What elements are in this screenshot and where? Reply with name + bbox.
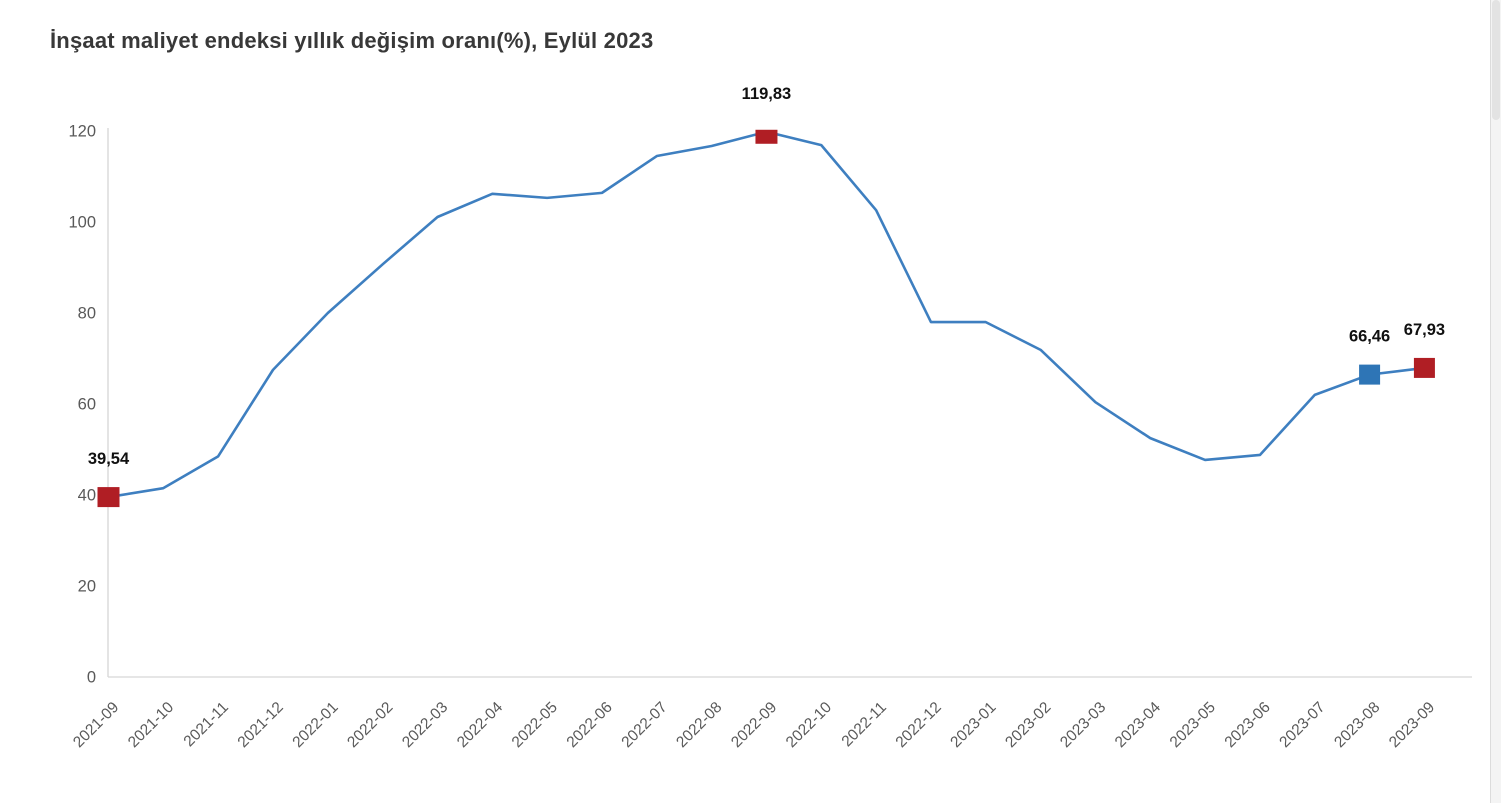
- x-tick-label: 2022-05: [509, 699, 561, 751]
- scrollbar-thumb[interactable]: [1492, 0, 1500, 120]
- x-tick-label: 2023-07: [1276, 699, 1328, 751]
- x-tick-label: 2021-09: [70, 699, 122, 751]
- data-point-marker-2021-09: [97, 487, 120, 508]
- x-tick-label: 2021-10: [125, 699, 178, 752]
- data-line: [107, 130, 1426, 499]
- x-tick-label: 2023-03: [1057, 699, 1109, 751]
- y-tick-label: 0: [87, 669, 96, 687]
- x-tick-label: 2022-03: [399, 699, 451, 751]
- x-tick-label: 2022-08: [673, 699, 725, 751]
- chart-title: İnşaat maliyet endeksi yıllık değişim or…: [50, 28, 654, 53]
- x-tick-label: 2022-12: [893, 699, 945, 751]
- x-tick-label: 2022-02: [344, 699, 396, 751]
- x-tick-label: 2023-01: [947, 699, 999, 751]
- x-tick-label: 2022-06: [564, 699, 616, 751]
- data-point-marker-2022-09: [755, 129, 778, 144]
- x-tick-label: 2023-06: [1222, 699, 1274, 751]
- y-tick-label: 40: [78, 487, 96, 505]
- x-tick-label: 2022-10: [783, 699, 836, 752]
- x-tick-label: 2022-07: [618, 699, 670, 751]
- x-tick-label: 2023-09: [1386, 699, 1438, 751]
- y-tick-label: 20: [78, 578, 96, 596]
- y-tick-label: 60: [78, 396, 96, 414]
- x-tick-label: 2022-09: [728, 699, 780, 751]
- x-tick-label: 2023-02: [1002, 699, 1054, 751]
- data-point-marker-2023-09: [1413, 357, 1435, 378]
- data-point-label-2022-09: 119,83: [742, 85, 792, 103]
- x-tick-label: 2022-01: [289, 699, 341, 751]
- x-tick-label: 2022-11: [839, 699, 890, 750]
- x-tick-label: 2023-04: [1112, 699, 1165, 752]
- data-point-marker-2023-08: [1359, 364, 1381, 385]
- y-tick-label: 100: [68, 214, 96, 232]
- x-tick-label: 2023-05: [1167, 699, 1219, 751]
- data-point-label-2023-08: 66,46: [1349, 328, 1390, 346]
- x-tick-label: 2021-11: [181, 699, 232, 750]
- x-tick-label: 2022-04: [454, 699, 507, 752]
- scrollbar[interactable]: [1490, 0, 1501, 803]
- y-tick-label: 120: [68, 123, 96, 141]
- y-tick-label: 80: [78, 305, 96, 323]
- x-tick-label: 2021-12: [235, 699, 287, 751]
- x-tick-label: 2023-08: [1331, 699, 1383, 751]
- data-point-label-2023-09: 67,93: [1404, 321, 1445, 339]
- data-point-label-2021-09: 39,54: [88, 450, 130, 468]
